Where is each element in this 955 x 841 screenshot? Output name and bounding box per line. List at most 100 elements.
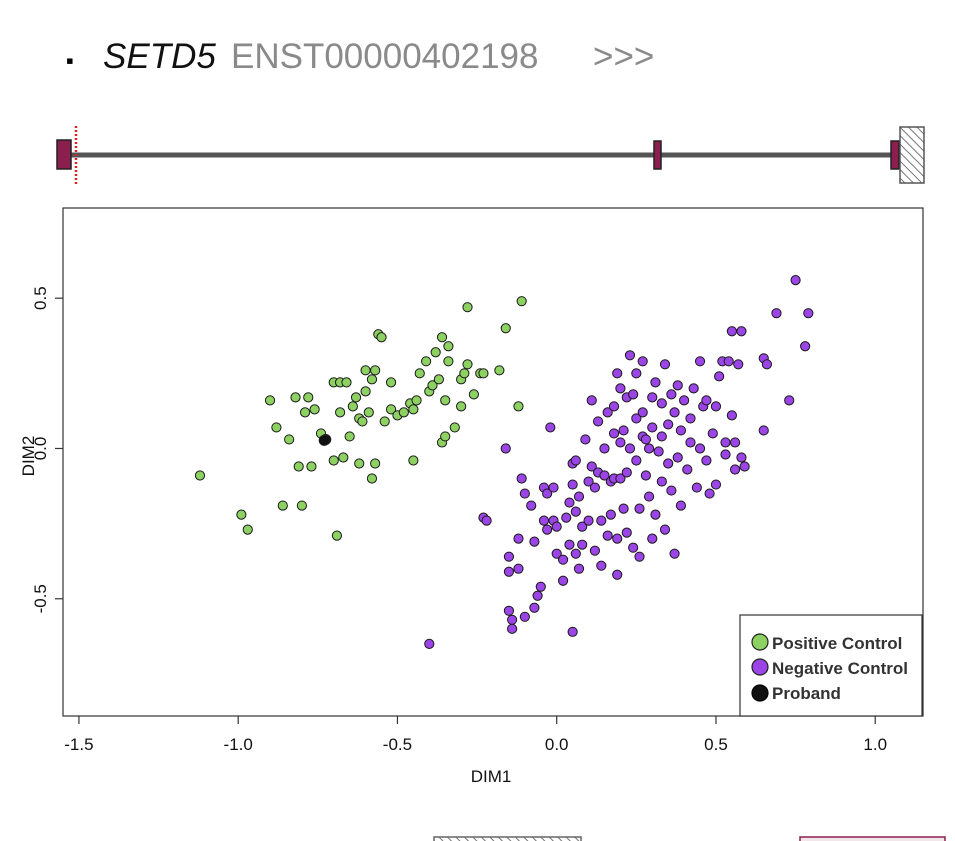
legend-box (739, 614, 923, 717)
point-negative-control (631, 368, 642, 379)
point-negative-control (519, 488, 530, 499)
point-negative-control (672, 452, 683, 463)
point-positive-control (335, 407, 346, 418)
point-negative-control (602, 407, 613, 418)
point-positive-control (277, 500, 288, 511)
point-positive-control (430, 347, 441, 358)
point-negative-control (612, 368, 623, 379)
legend-label-positive: Positive Control (772, 634, 902, 653)
point-negative-control (650, 509, 661, 520)
point-negative-control (612, 569, 623, 580)
point-positive-control (414, 368, 425, 379)
point-negative-control (542, 524, 553, 535)
exon-1 (56, 139, 72, 170)
point-positive-control (242, 524, 253, 535)
x-axis-label: DIM1 (471, 767, 512, 786)
point-negative-control (800, 341, 811, 352)
point-negative-control (736, 326, 747, 337)
point-positive-control (456, 401, 467, 412)
point-negative-control (548, 482, 559, 493)
point-negative-control (557, 554, 569, 565)
point-positive-control (516, 296, 527, 307)
point-positive-control (398, 407, 409, 418)
point-positive-control (443, 341, 454, 352)
legend-label-negative: Negative Control (772, 659, 908, 678)
point-positive-control (440, 431, 451, 442)
point-negative-control (726, 410, 737, 421)
point-negative-control (545, 422, 556, 433)
legend-marker-proband (751, 684, 769, 702)
point-positive-control (421, 356, 432, 367)
point-negative-control (532, 590, 543, 601)
exon-3 (890, 140, 900, 170)
point-negative-control (666, 389, 677, 400)
plot-frame (62, 207, 924, 717)
point-negative-control (733, 359, 744, 370)
point-negative-control (669, 548, 680, 559)
point-positive-control (411, 395, 422, 406)
point-positive-control (338, 452, 349, 463)
legend-marker-positive (751, 633, 769, 651)
point-negative-control (659, 359, 671, 370)
point-positive-control (344, 431, 355, 442)
point-positive-control (500, 323, 511, 334)
point-negative-control (790, 275, 801, 286)
transcript-id: ENST00000402198 (231, 37, 538, 76)
point-negative-control (758, 425, 769, 436)
point-positive-control (370, 365, 381, 376)
point-negative-control (628, 389, 639, 400)
point-negative-control (535, 581, 546, 592)
point-negative-control (529, 602, 540, 613)
point-negative-control (679, 395, 690, 406)
point-positive-control (376, 332, 387, 343)
point-negative-control (704, 488, 715, 499)
point-positive-control (271, 422, 282, 433)
scatter-points (194, 275, 814, 649)
point-negative-control (573, 491, 585, 502)
header-bullet: ▪ (66, 48, 74, 73)
point-negative-control (637, 356, 648, 367)
point-negative-control (685, 413, 696, 424)
point-negative-control (739, 461, 750, 472)
x-tick-label: -1.0 (224, 735, 253, 754)
point-negative-control (507, 614, 518, 625)
point-negative-control (593, 416, 604, 427)
point-negative-control (503, 551, 515, 562)
point-negative-control (736, 452, 747, 463)
y-tick-label: 0.0 (31, 437, 50, 461)
point-positive-control (306, 461, 317, 472)
point-positive-control (462, 302, 473, 313)
transcript-track (56, 126, 925, 184)
point-negative-control (503, 605, 515, 616)
point-positive-control (408, 455, 419, 466)
point-negative-control (628, 542, 639, 553)
point-positive-control (360, 365, 371, 376)
bottom-hatched-box-fragment (433, 836, 582, 841)
point-negative-control (634, 551, 645, 562)
point-negative-control (519, 611, 530, 622)
point-negative-control (631, 455, 642, 466)
point-negative-control (573, 563, 585, 574)
point-positive-control (408, 404, 419, 415)
point-positive-control (357, 416, 368, 427)
point-negative-control (542, 488, 553, 499)
point-positive-control (427, 380, 438, 391)
point-negative-control (507, 623, 518, 634)
point-negative-control (624, 443, 636, 454)
point-negative-control (650, 377, 661, 388)
point-negative-control (694, 443, 706, 454)
x-tick-label: 0.5 (704, 735, 728, 754)
point-negative-control (513, 533, 524, 544)
point-negative-control (526, 500, 537, 511)
point-negative-control (567, 479, 578, 490)
point-negative-control (682, 464, 693, 475)
point-positive-control (303, 392, 314, 403)
point-negative-control (729, 464, 741, 475)
point-negative-control (723, 356, 734, 367)
point-positive-control (449, 422, 460, 433)
point-negative-control (656, 431, 667, 442)
point-positive-control (354, 458, 365, 469)
point-negative-control (720, 449, 731, 460)
point-positive-control (331, 530, 343, 541)
point-negative-control (647, 422, 658, 433)
